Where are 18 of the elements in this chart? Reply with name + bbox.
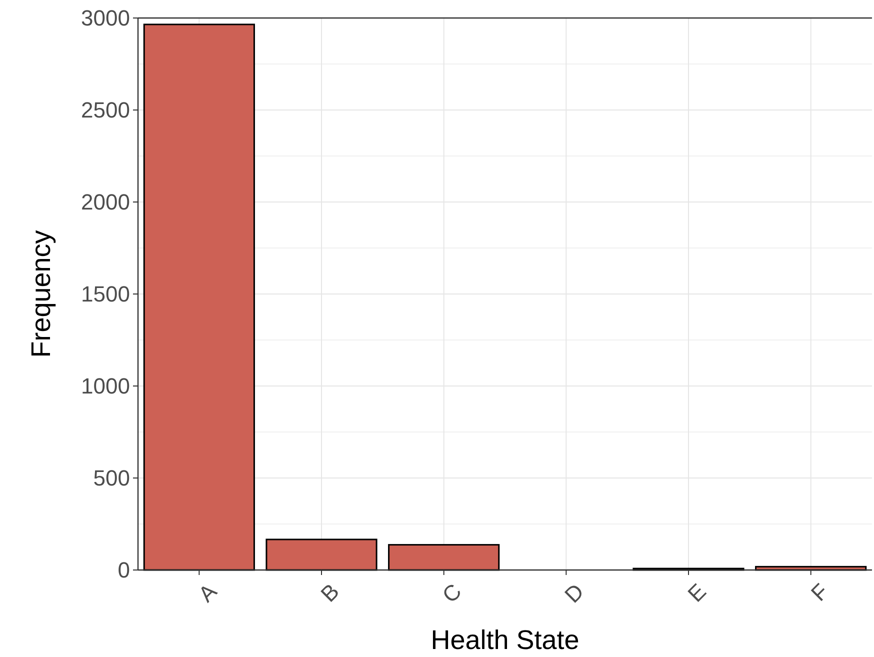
- bar: [143, 24, 255, 571]
- x-tick-label: D: [560, 578, 589, 608]
- y-tick-label: 500: [93, 466, 130, 491]
- x-tick-label: A: [194, 578, 222, 607]
- bar: [266, 538, 378, 571]
- y-tick-label: 2000: [81, 190, 130, 215]
- x-axis-title: Health State: [430, 625, 580, 655]
- x-tick-label: B: [316, 578, 344, 607]
- x-tick-label: C: [437, 578, 466, 608]
- x-tick-label: E: [682, 578, 711, 607]
- y-tick-label: 2500: [81, 98, 130, 123]
- y-tick-label: 0: [118, 558, 130, 583]
- y-axis-title: Frequency: [26, 230, 56, 358]
- y-tick-label: 1500: [81, 282, 130, 307]
- x-tick-label: F: [806, 578, 834, 606]
- bar: [388, 544, 500, 571]
- y-tick-label: 3000: [81, 6, 130, 31]
- y-tick-label: 1000: [81, 374, 130, 399]
